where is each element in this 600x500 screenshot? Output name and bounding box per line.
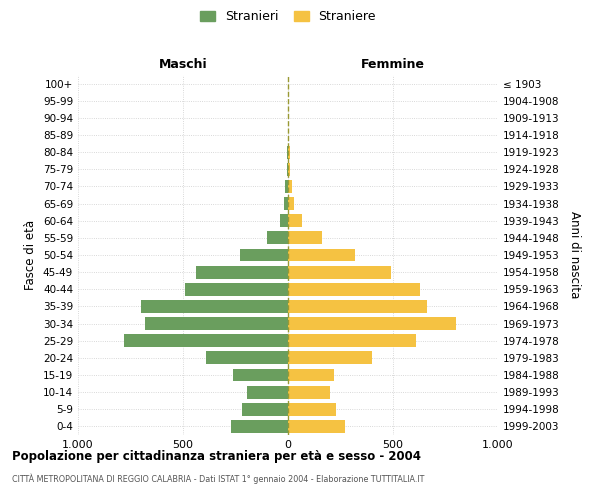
Bar [242, 403, 288, 415]
Text: Maschi: Maschi [158, 58, 208, 71]
Bar [145, 317, 288, 330]
Bar [285, 180, 288, 193]
Bar [288, 317, 456, 330]
Bar [288, 197, 295, 210]
Bar [288, 352, 372, 364]
Text: Femmine: Femmine [361, 58, 425, 71]
Bar [232, 420, 288, 433]
Bar [288, 146, 290, 158]
Bar [141, 300, 288, 313]
Bar [288, 420, 344, 433]
Bar [233, 368, 288, 382]
Bar [288, 386, 330, 398]
Bar [288, 334, 416, 347]
Y-axis label: Anni di nascita: Anni di nascita [568, 212, 581, 298]
Bar [288, 248, 355, 262]
Bar [288, 214, 302, 227]
Bar [185, 283, 288, 296]
Bar [288, 266, 391, 278]
Bar [196, 266, 288, 278]
Bar [288, 283, 420, 296]
Bar [288, 180, 292, 193]
Bar [240, 248, 288, 262]
Bar [284, 197, 288, 210]
Text: CITTÀ METROPOLITANA DI REGGIO CALABRIA - Dati ISTAT 1° gennaio 2004 - Elaborazio: CITTÀ METROPOLITANA DI REGGIO CALABRIA -… [12, 474, 424, 484]
Bar [124, 334, 288, 347]
Y-axis label: Fasce di età: Fasce di età [25, 220, 37, 290]
Bar [287, 163, 288, 175]
Bar [288, 300, 427, 313]
Bar [288, 163, 290, 175]
Legend: Stranieri, Straniere: Stranieri, Straniere [196, 6, 380, 26]
Bar [267, 232, 288, 244]
Bar [247, 386, 288, 398]
Bar [287, 146, 288, 158]
Bar [288, 232, 322, 244]
Bar [288, 403, 337, 415]
Bar [206, 352, 288, 364]
Bar [280, 214, 288, 227]
Bar [288, 368, 334, 382]
Text: Popolazione per cittadinanza straniera per età e sesso - 2004: Popolazione per cittadinanza straniera p… [12, 450, 421, 463]
